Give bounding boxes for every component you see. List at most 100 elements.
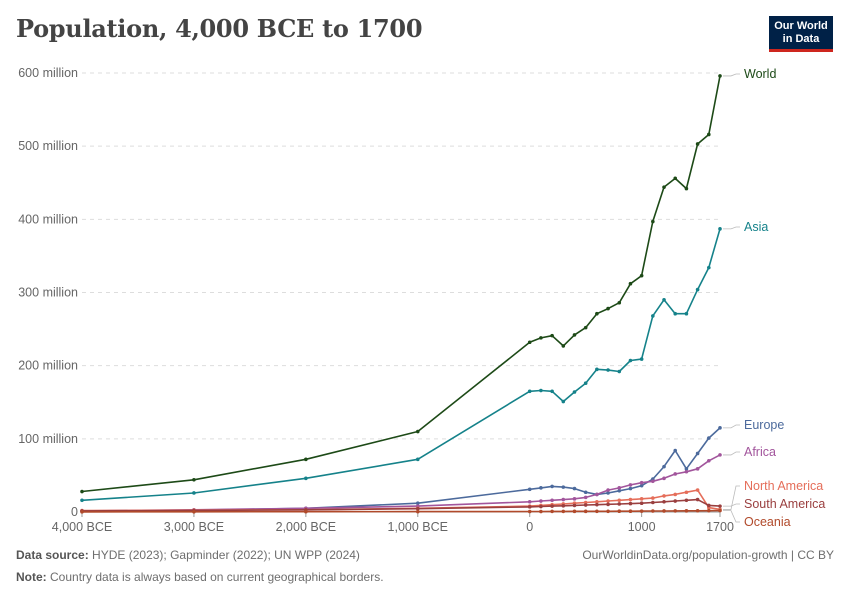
data-point-south-america (718, 504, 722, 508)
y-tick-label: 400 million (18, 212, 78, 226)
data-point-south-america (561, 503, 566, 508)
data-point-north-america (673, 492, 678, 497)
y-tick-label: 600 million (18, 66, 78, 80)
series-labels: World Asia Europe Africa North America South … (723, 67, 825, 529)
data-point-south-america (695, 497, 700, 502)
data-point-oceania (561, 509, 566, 514)
data-point-oceania (192, 509, 196, 514)
data-point-africa (527, 499, 532, 504)
data-point-oceania (662, 509, 666, 513)
data-point-asia (415, 457, 420, 462)
data-point-asia (639, 357, 644, 361)
data-point-world (539, 336, 543, 340)
data-point-asia (80, 498, 84, 503)
data-point-south-america (673, 499, 678, 503)
data-point-europe (628, 486, 633, 491)
label-connector-europe (723, 424, 740, 429)
label-connector-north-america (723, 485, 740, 510)
series-line-asia (81, 228, 721, 502)
label-connector-asia (723, 226, 740, 230)
x-tick-label: 4,000 BCE (52, 520, 112, 534)
data-point-north-america (639, 497, 644, 501)
data-point-world (628, 281, 633, 286)
data-point-asia (595, 367, 599, 372)
data-point-south-america (583, 503, 588, 507)
data-point-europe (527, 487, 532, 492)
y-tick-label: 300 million (18, 286, 78, 300)
data-point-world (639, 273, 644, 278)
data-point-asia (707, 265, 711, 270)
data-point-south-america (617, 502, 622, 506)
data-point-world (572, 333, 577, 337)
data-point-south-america (595, 502, 599, 507)
data-point-south-america (651, 500, 655, 505)
data-point-africa (718, 453, 722, 457)
data-point-asia (651, 314, 655, 318)
data-point-world (718, 74, 722, 78)
data-point-africa (595, 492, 599, 497)
data-point-oceania (639, 509, 644, 513)
note-text: Country data is always based on current … (50, 570, 384, 584)
x-tick-label: 1000 (628, 520, 656, 534)
x-tick-label: 0 (526, 520, 533, 534)
data-point-world (304, 457, 308, 462)
data-point-north-america (595, 499, 599, 504)
data-point-oceania (539, 509, 543, 514)
x-axis-ticks: 4,000 BCE 3,000 BCE 2,000 BCE 1,000 BCE 0 100… (52, 512, 734, 534)
series-line-oceania (81, 509, 721, 513)
data-point-asia (572, 390, 577, 394)
data-point-oceania (718, 508, 722, 513)
data-point-oceania (595, 509, 599, 514)
data-point-world (415, 429, 420, 434)
data-point-north-america (583, 500, 588, 505)
data-point-europe (673, 448, 678, 453)
data-point-oceania (527, 509, 532, 514)
data-point-europe (550, 484, 554, 489)
data-point-africa (684, 469, 689, 474)
data-point-oceania (572, 509, 577, 514)
data-point-world (583, 325, 588, 330)
data-point-asia (550, 389, 554, 394)
data-point-north-america (651, 496, 655, 500)
data-point-north-america (628, 497, 633, 502)
data-point-world (617, 300, 622, 305)
source-url-link[interactable]: OurWorldinData.org/population-growth | C… (582, 548, 834, 562)
data-point-asia (561, 399, 566, 404)
data-point-africa (583, 495, 588, 500)
data-source-label: Data source: (16, 548, 89, 562)
data-point-oceania (583, 509, 588, 514)
data-point-africa (639, 480, 644, 485)
series-line-south-america (81, 498, 721, 512)
data-point-asia (192, 491, 196, 495)
series-line-europe (81, 427, 721, 513)
data-point-north-america (662, 494, 666, 498)
data-point-south-america (527, 505, 532, 509)
data-point-north-america (695, 488, 700, 492)
data-point-europe (639, 483, 644, 488)
series-label-europe: Europe (744, 418, 784, 432)
data-point-south-america (707, 503, 711, 508)
data-point-africa (550, 498, 554, 503)
page-title: Population, 4,000 BCE to 1700 (16, 14, 423, 43)
series-label-asia: Asia (744, 220, 768, 234)
data-point-north-america (606, 499, 610, 503)
y-axis-ticks: 0 100 million 200 million 300 million 400 mi… (18, 66, 78, 519)
series-line-africa (81, 454, 721, 512)
x-tick-label: 1,000 BCE (388, 520, 448, 534)
series-label-africa: Africa (744, 445, 776, 459)
data-point-world (684, 186, 689, 191)
data-point-europe (606, 491, 610, 495)
data-point-world (527, 340, 532, 345)
data-point-asia (718, 227, 722, 231)
data-point-europe (561, 485, 566, 489)
data-point-oceania (695, 508, 700, 513)
data-point-asia (304, 476, 308, 481)
data-point-south-america (572, 503, 577, 508)
owid-logo[interactable]: Our World in Data (769, 16, 833, 52)
data-point-africa (561, 497, 566, 502)
data-point-africa (662, 476, 666, 481)
data-point-south-america (550, 504, 554, 508)
data-point-oceania (707, 508, 711, 513)
series-lines (80, 74, 722, 514)
